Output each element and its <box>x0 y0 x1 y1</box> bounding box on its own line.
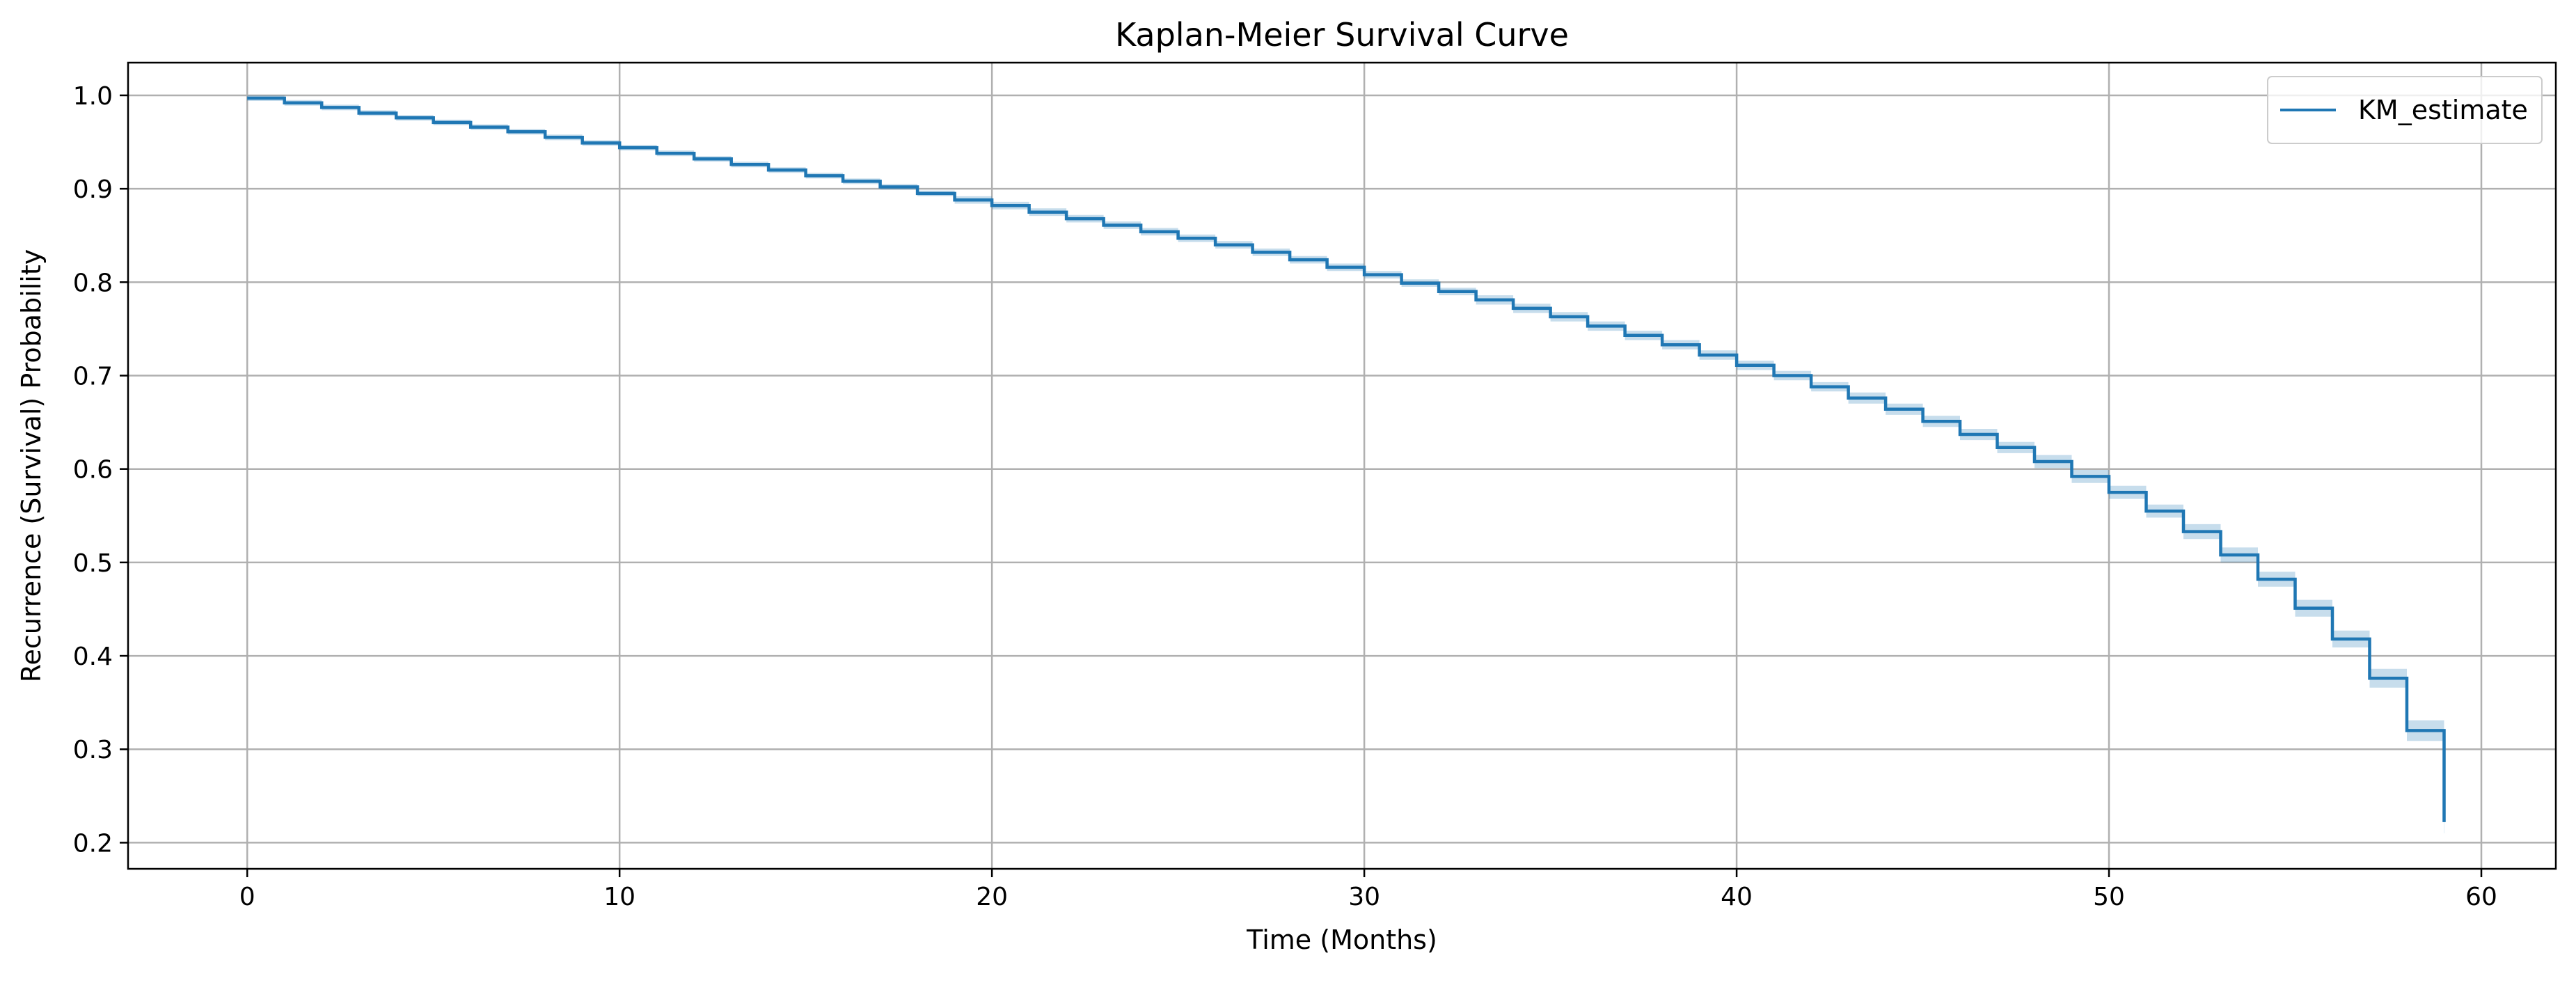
legend-box <box>2267 76 2543 144</box>
y-tick-label-1.0: 1.0 <box>73 82 113 111</box>
x-tick-label-20: 20 <box>976 883 1008 911</box>
x-axis-label: Time (Months) <box>1246 925 1437 955</box>
y-tick-label-0.3: 0.3 <box>73 736 113 764</box>
x-tick-label-40: 40 <box>1721 883 1753 911</box>
x-axis-ticks: 0 10 20 30 40 50 60 <box>239 869 2497 911</box>
y-tick-label-0.5: 0.5 <box>73 549 113 578</box>
grid-lines <box>128 63 2556 869</box>
x-tick-label-10: 10 <box>603 883 635 911</box>
y-tick-label-0.4: 0.4 <box>73 643 113 671</box>
y-tick-label-0.8: 0.8 <box>73 269 113 297</box>
x-tick-label-0: 0 <box>239 883 255 911</box>
x-tick-label-50: 50 <box>2093 883 2125 911</box>
y-tick-label-0.6: 0.6 <box>73 456 113 485</box>
x-tick-label-30: 30 <box>1348 883 1380 911</box>
y-tick-label-0.7: 0.7 <box>73 363 113 391</box>
series-line-km-estimate <box>247 96 2446 822</box>
x-tick-label-60: 60 <box>2465 883 2497 911</box>
legend-label-km-estimate: KM_estimate <box>2358 95 2528 125</box>
y-axis-label: Recurrence (Survival) Probability <box>16 249 47 682</box>
chart-title: Kaplan-Meier Survival Curve <box>1115 16 1569 54</box>
axes-frame <box>127 61 2557 870</box>
y-tick-label-0.2: 0.2 <box>73 829 113 858</box>
survival-curve <box>247 96 2446 822</box>
legend: KM_estimate <box>2267 76 2543 144</box>
y-tick-label-0.9: 0.9 <box>73 175 113 204</box>
y-axis-ticks: 0.2 0.3 0.4 0.5 0.6 0.7 0.8 0.9 1.0 <box>73 82 128 858</box>
